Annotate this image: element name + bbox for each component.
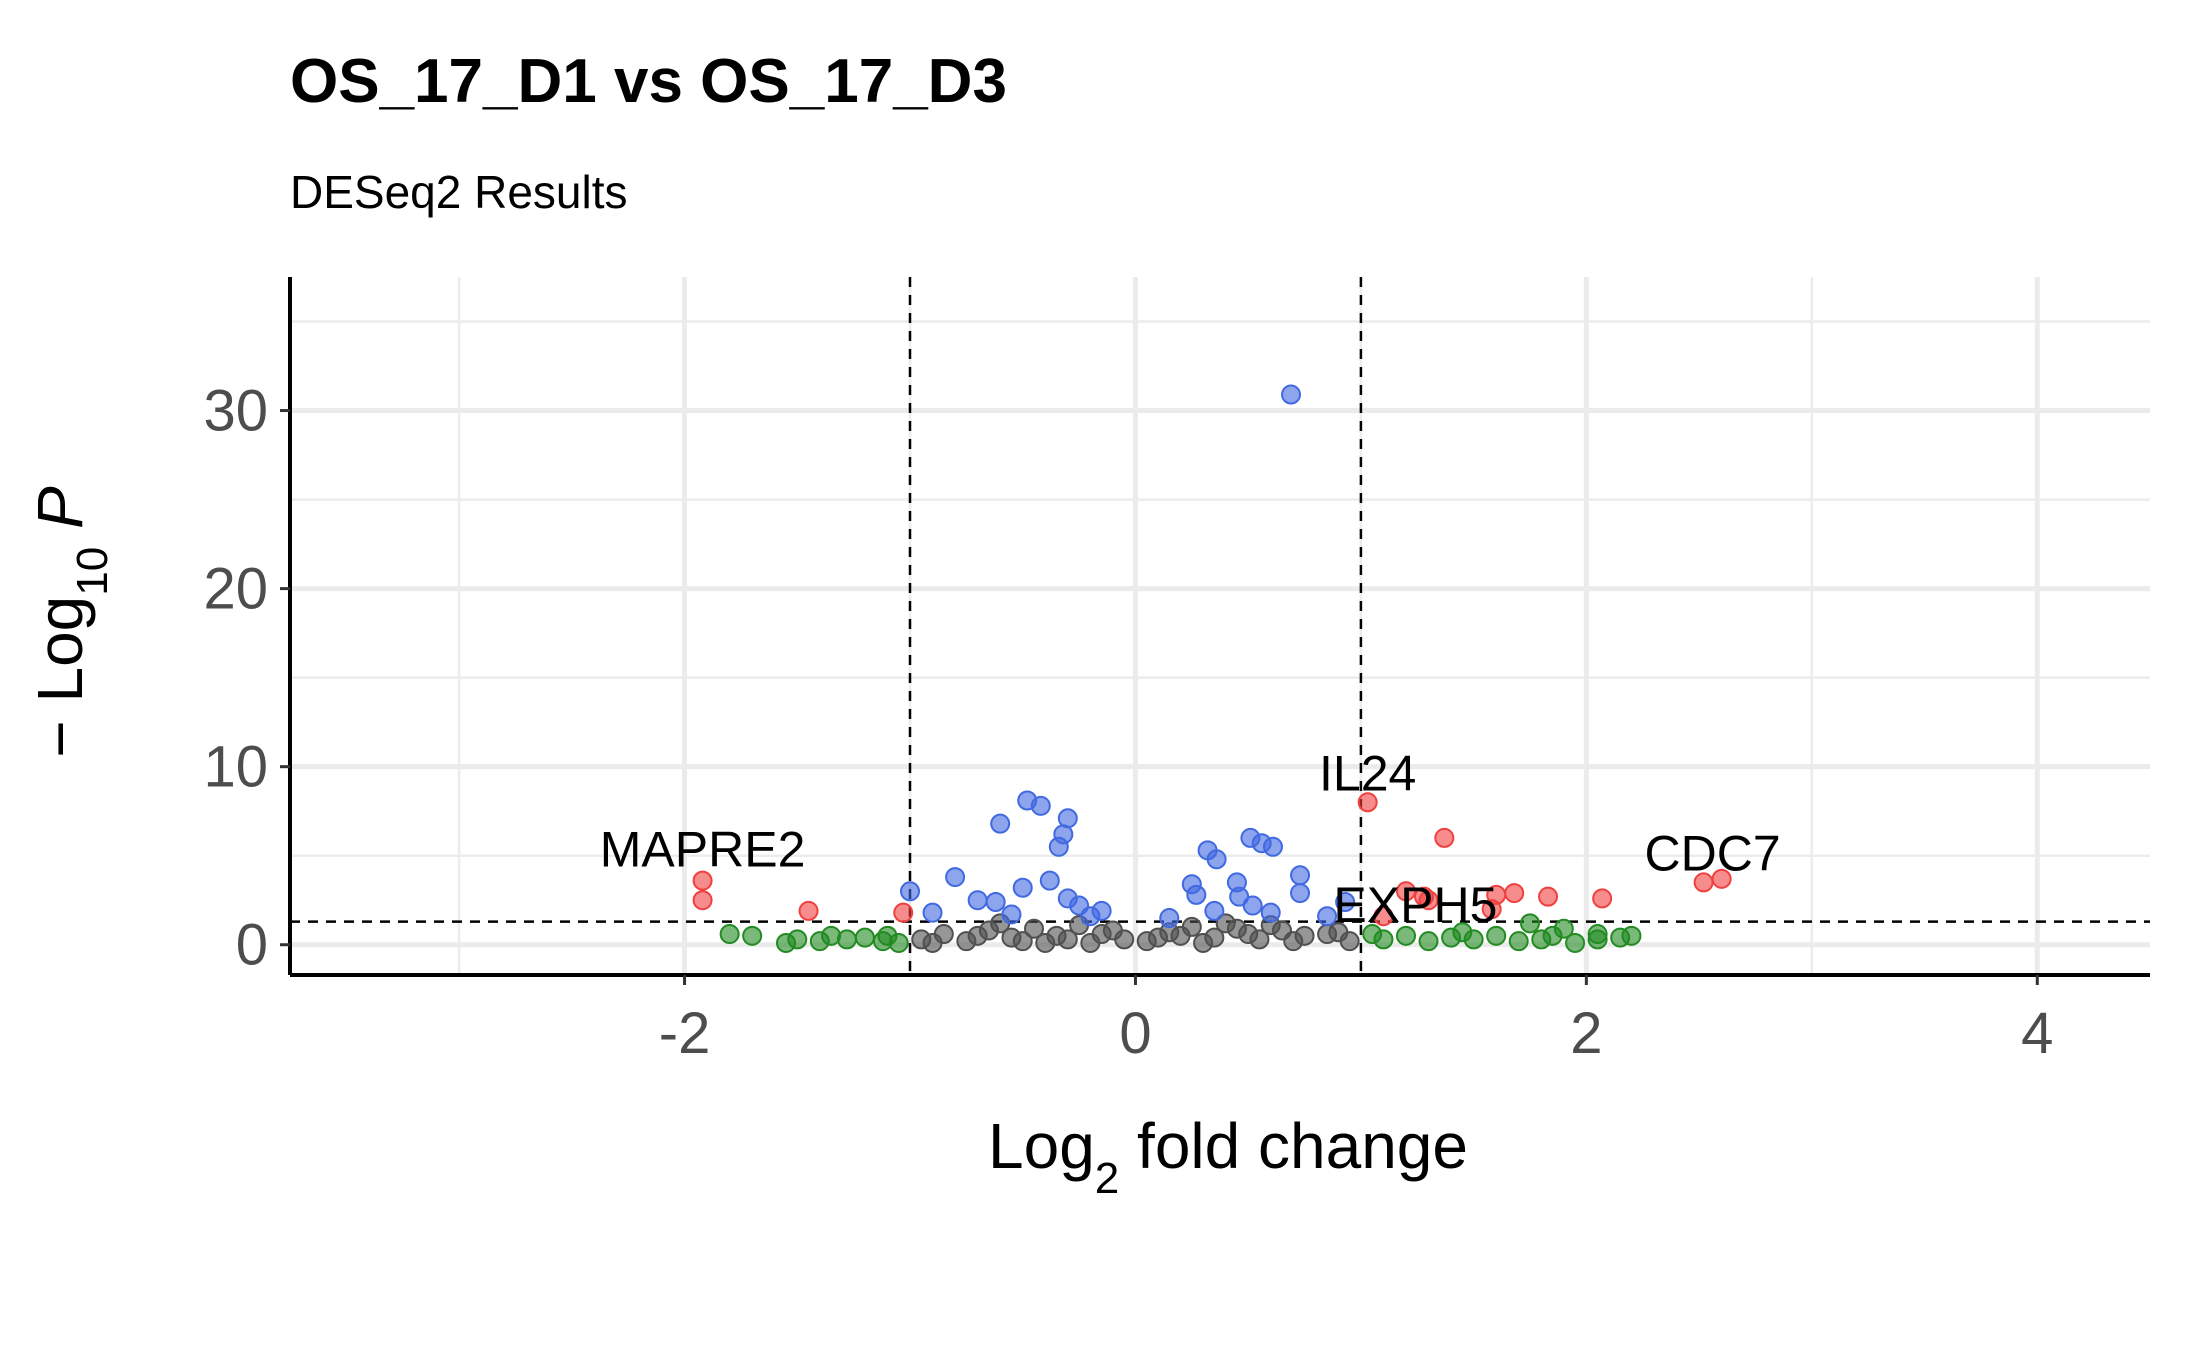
data-point-p — [1048, 836, 1069, 857]
data-point-p-and-log2fc — [1434, 827, 1455, 848]
data-point-p — [1012, 877, 1033, 898]
data-point-ns — [1102, 920, 1123, 941]
data-point-p — [985, 891, 1006, 912]
data-point-ns — [1215, 913, 1236, 934]
data-point-ns — [1035, 932, 1056, 953]
gene-label: EXPH5 — [1333, 877, 1497, 933]
gene-label: IL24 — [1319, 745, 1416, 801]
data-point-p-and-log2fc — [798, 900, 819, 921]
y-tick-label: 10 — [203, 735, 268, 800]
plot-area: MAPRE2 IL24 EXPH5 CDC7 — [290, 277, 2150, 975]
data-point-p-and-log2fc — [1357, 792, 1378, 813]
data-point-log2fc — [1486, 925, 1507, 946]
data-point-log2fc — [1565, 932, 1586, 953]
y-tick-label: 30 — [203, 379, 268, 444]
data-point-log2fc — [1587, 929, 1608, 950]
data-point-p — [990, 813, 1011, 834]
data-point-p — [1290, 883, 1311, 904]
data-point-ns — [1283, 931, 1304, 952]
data-point-ns — [1024, 918, 1044, 939]
gene-label: MAPRE2 — [600, 822, 806, 878]
data-point-log2fc — [719, 924, 740, 945]
data-point-p-and-log2fc — [1538, 886, 1559, 907]
data-point-ns — [1057, 929, 1078, 950]
data-point-p-and-log2fc — [893, 902, 914, 923]
data-point-log2fc — [1553, 918, 1574, 939]
data-point-p-and-log2fc — [692, 890, 713, 911]
data-point-ns — [1193, 932, 1214, 953]
data-point-log2fc — [1396, 925, 1416, 946]
data-point-p — [967, 890, 988, 911]
x-tick-label: -2 — [659, 1001, 711, 1066]
y-axis-title: − Log10 P — [24, 486, 117, 758]
data-point-p — [1204, 900, 1225, 921]
data-point-log2fc — [1373, 929, 1394, 950]
x-tick-label: 2 — [1570, 1001, 1602, 1066]
grid — [290, 277, 2150, 975]
data-point-p-and-log2fc — [1481, 899, 1502, 920]
y-tick-label: 0 — [236, 913, 268, 978]
data-point-log2fc — [854, 927, 875, 948]
x-tick-label: 0 — [1119, 1001, 1151, 1066]
x-axis-ticks: -2 0 2 4 — [659, 975, 2053, 1066]
data-point-ns — [967, 925, 988, 946]
data-point-p — [1262, 836, 1283, 857]
data-point-p — [1030, 795, 1051, 816]
data-point-p-and-log2fc — [1418, 890, 1439, 911]
data-point-p — [1039, 870, 1060, 891]
data-point-p-and-log2fc — [1373, 906, 1394, 927]
y-axis-ticks: 0 10 20 30 — [203, 379, 290, 978]
data-point-p-and-log2fc — [1504, 883, 1525, 904]
data-point-ns — [1328, 922, 1349, 943]
data-point-log2fc — [787, 929, 808, 950]
data-point-log2fc — [836, 929, 857, 950]
x-axis-title: Log2 fold change — [988, 1110, 1468, 1203]
data-point-p-and-log2fc — [1396, 881, 1416, 902]
data-point-p — [900, 881, 920, 902]
chart-subtitle: DESeq2 Results — [290, 166, 628, 218]
x-tick-label: 4 — [2021, 1001, 2053, 1066]
data-points — [692, 384, 1732, 953]
data-point-p — [1281, 384, 1302, 405]
data-point-log2fc — [1520, 913, 1540, 934]
data-point-log2fc — [877, 925, 898, 946]
data-point-p-and-log2fc — [692, 870, 713, 891]
data-point-p — [1206, 849, 1227, 870]
data-point-p-and-log2fc — [1711, 868, 1732, 889]
data-point-p — [1186, 884, 1207, 905]
gene-label: CDC7 — [1645, 826, 1781, 882]
data-point-p — [1159, 908, 1180, 929]
data-point-p — [1290, 865, 1311, 886]
data-point-p — [1001, 904, 1022, 925]
data-point-log2fc — [1621, 925, 1642, 946]
data-point-p — [1317, 906, 1338, 927]
threshold-lines — [290, 277, 2150, 975]
data-point-log2fc — [1418, 931, 1439, 952]
gene-labels: MAPRE2 IL24 EXPH5 CDC7 — [600, 745, 1781, 933]
y-tick-label: 20 — [203, 557, 268, 622]
data-point-p — [1242, 895, 1263, 916]
data-point-p — [1091, 900, 1112, 921]
data-point-ns — [1080, 932, 1101, 953]
data-point-log2fc — [1452, 922, 1473, 943]
data-point-p — [945, 867, 966, 888]
data-point-log2fc — [742, 925, 763, 946]
data-point-ns — [1238, 924, 1259, 945]
data-point-ns — [1012, 931, 1033, 952]
data-point-ns — [922, 932, 943, 953]
chart-title: OS_17_D1 vs OS_17_D3 — [290, 47, 1007, 116]
data-point-p — [1335, 891, 1356, 912]
data-point-ns — [1148, 927, 1168, 948]
data-point-p — [922, 902, 943, 923]
data-point-log2fc — [1508, 931, 1529, 952]
data-point-ns — [1170, 925, 1191, 946]
data-point-p-and-log2fc — [1592, 888, 1613, 909]
data-point-p — [1260, 902, 1281, 923]
